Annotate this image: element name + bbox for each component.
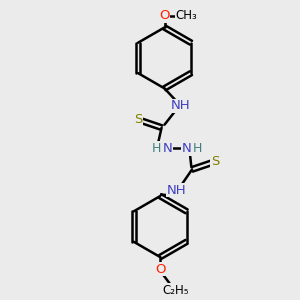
Text: NH: NH — [171, 99, 190, 112]
Text: H: H — [193, 142, 203, 155]
Text: NH: NH — [166, 184, 186, 197]
Text: S: S — [134, 113, 142, 126]
Text: H: H — [152, 142, 161, 155]
Text: O: O — [159, 9, 170, 22]
Text: CH₃: CH₃ — [176, 9, 197, 22]
Text: N: N — [182, 142, 192, 155]
Text: C₂H₅: C₂H₅ — [163, 284, 189, 297]
Text: O: O — [155, 263, 165, 276]
Text: N: N — [163, 142, 172, 155]
Text: S: S — [211, 155, 220, 168]
